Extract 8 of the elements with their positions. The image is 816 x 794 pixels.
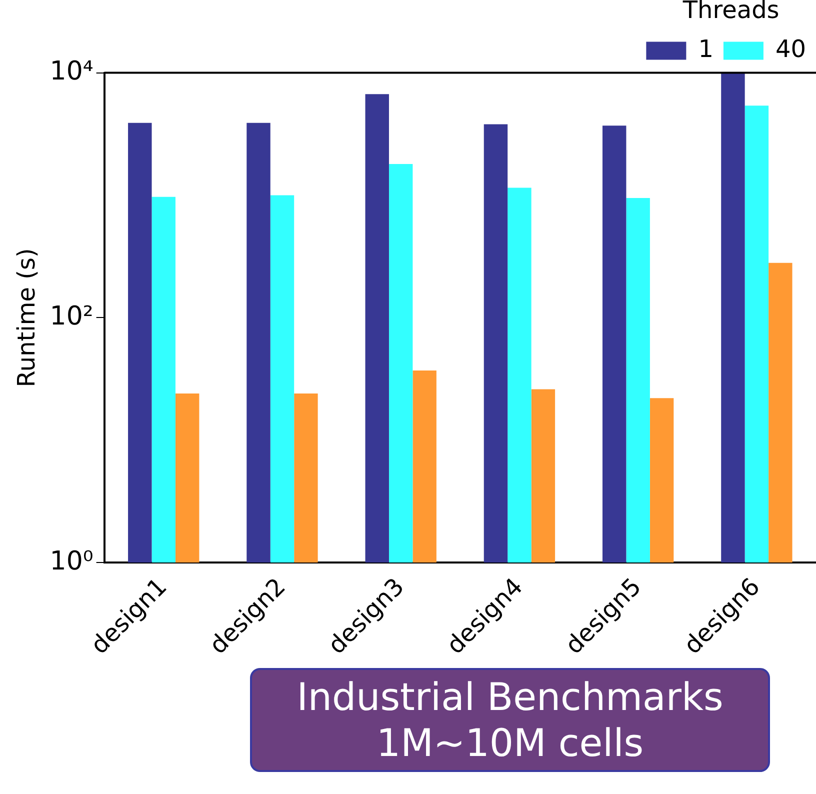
y-tick-label: 10⁰ — [50, 546, 94, 576]
text: Industrial Benchmarks 1M~10M cells — [250, 668, 770, 772]
y-tick-label: 10² — [50, 301, 94, 332]
legend-title: Threads — [682, 0, 780, 24]
y-tick-label: 10⁴ — [50, 56, 94, 87]
legend-label: 40 — [775, 35, 806, 64]
y-axis-title: Runtime (s) — [12, 248, 41, 388]
legend-label: 1 — [698, 35, 714, 64]
